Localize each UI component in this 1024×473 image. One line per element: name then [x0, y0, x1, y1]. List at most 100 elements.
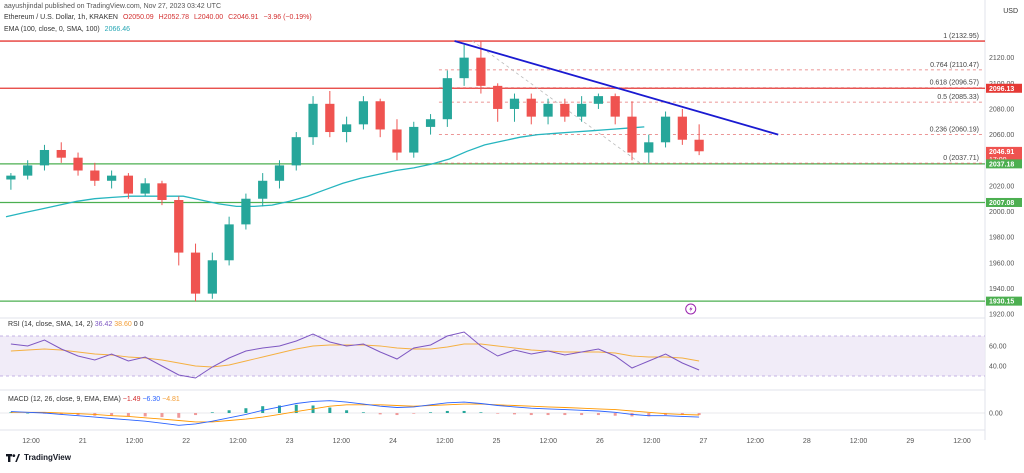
macd-histogram-bar: [160, 413, 164, 418]
price-tick-label: 1940.00: [989, 286, 1014, 293]
price-tick-label: 1920.00: [989, 312, 1014, 319]
ema-value: 2066.46: [104, 26, 130, 33]
time-tick-label: 12:00: [953, 438, 971, 445]
macd-histogram-bar: [512, 413, 516, 415]
candle: [476, 57, 486, 86]
time-tick-label: 12:00: [746, 438, 764, 445]
candle: [73, 157, 83, 171]
ema-legend[interactable]: EMA (100, close, 0, SMA, 100) 2066.46: [4, 26, 133, 33]
fib-level-label: 0 (2037.71): [943, 155, 979, 162]
candle: [694, 139, 704, 152]
candle: [190, 252, 201, 294]
candle: [291, 137, 301, 166]
price-tick-label: 2060.00: [989, 132, 1014, 139]
macd-tick-label: 0.00: [989, 411, 1003, 418]
candle: [644, 142, 654, 153]
macd-histogram-bar: [345, 410, 349, 413]
macd-line-value: −6.30: [142, 396, 161, 403]
candle: [375, 101, 385, 130]
price-tick-label: 2000.00: [989, 209, 1014, 216]
macd-histogram-bar: [462, 410, 466, 413]
macd-label: MACD (12, 26, close, 9, EMA, EMA): [8, 396, 121, 403]
candle: [207, 260, 217, 294]
time-tick-label: 29: [906, 438, 914, 445]
macd-histogram-bar: [194, 413, 198, 416]
candle: [56, 149, 66, 158]
macd-histogram-bar: [244, 408, 248, 413]
macd-histogram-bar: [395, 413, 399, 416]
candle: [560, 103, 570, 117]
fib-swing-line: [472, 40, 641, 164]
time-tick-label: 27: [699, 438, 707, 445]
macd-histogram-bar: [328, 407, 332, 413]
time-tick-label: 12:00: [22, 438, 40, 445]
candle: [358, 101, 369, 125]
rsi-band-upper-value: 0: [133, 321, 138, 328]
time-tick-label: 28: [803, 438, 811, 445]
ohlc-change: −3.96 (−0.19%): [263, 14, 312, 21]
candle: [409, 126, 419, 153]
rsi-label: RSI (14, close, SMA, 14, 2): [8, 321, 93, 328]
symbol-legend[interactable]: Ethereum / U.S. Dollar, 1h, KRAKEN O2050…: [4, 14, 315, 21]
time-tick-label: 26: [596, 438, 604, 445]
tradingview-footer[interactable]: TradingView: [6, 453, 71, 462]
fib-level-label: 0.236 (2060.19): [930, 126, 979, 133]
rsi-tick-label: 60.00: [989, 344, 1007, 351]
time-tick-label: 23: [286, 438, 294, 445]
macd-histogram-bar: [496, 413, 500, 414]
ohlc-high: H2052.78: [158, 14, 190, 21]
macd-histogram-bar: [294, 404, 298, 413]
tradingview-brand: TradingView: [24, 453, 71, 462]
macd-histogram-bar: [479, 412, 483, 413]
candle: [577, 103, 587, 117]
macd-histogram-bar: [277, 405, 281, 413]
macd-histogram-bar: [563, 413, 567, 416]
macd-legend[interactable]: MACD (12, 26, close, 9, EMA, EMA) −1.49 …: [8, 396, 180, 403]
candle: [627, 116, 637, 153]
macd-signal-line: [10, 403, 700, 423]
candle: [274, 165, 285, 181]
ohlc-open: O2050.09: [122, 14, 154, 21]
time-tick-label: 12:00: [539, 438, 557, 445]
rsi-tick-label: 40.00: [989, 364, 1007, 371]
resistance-price-label: 2096.13: [989, 86, 1014, 93]
candle: [90, 170, 100, 181]
support-price-label: 2037.18: [989, 161, 1014, 168]
fib-level-label: 0.618 (2096.57): [930, 80, 979, 87]
tradingview-logo-icon: [6, 453, 20, 462]
ema-label: EMA (100, close, 0, SMA, 100): [4, 26, 100, 33]
candle: [593, 96, 604, 104]
candle: [39, 149, 50, 166]
macd-histogram-bar: [210, 412, 214, 413]
macd-line: [10, 400, 700, 426]
candle: [174, 200, 184, 253]
rsi-band-lower-value: 0: [139, 321, 144, 328]
candle: [140, 183, 150, 194]
rsi-line: [10, 331, 700, 379]
macd-histogram-bar: [546, 413, 550, 416]
candle: [509, 98, 520, 109]
macd-histogram-bar: [227, 410, 231, 413]
macd-histogram-bar: [529, 413, 533, 416]
rsi-value: 36.42: [94, 321, 113, 328]
candle: [157, 183, 167, 201]
publish-byline: aayushjindal published on TradingView.co…: [4, 3, 222, 10]
candle: [442, 78, 452, 120]
candle: [325, 103, 335, 133]
time-tick-label: 12:00: [643, 438, 661, 445]
candle: [392, 129, 402, 153]
symbol-name[interactable]: Ethereum / U.S. Dollar, 1h, KRAKEN: [4, 14, 118, 21]
macd-histogram-bar: [613, 413, 617, 416]
ohlc-close: C2046.91: [228, 14, 259, 21]
macd-histogram-bar: [26, 413, 30, 414]
candle: [459, 57, 469, 79]
current-price-label: 2046.91: [989, 149, 1014, 156]
time-tick-label: 12:00: [126, 438, 144, 445]
price-tick-label: 2020.00: [989, 183, 1014, 190]
rsi-legend[interactable]: RSI (14, close, SMA, 14, 2) 36.42 38.60 …: [8, 321, 144, 328]
fib-level-label: 1 (2132.95): [943, 33, 979, 40]
macd-histogram-bar: [647, 413, 651, 417]
macd-histogram-value: −1.49: [122, 396, 141, 403]
